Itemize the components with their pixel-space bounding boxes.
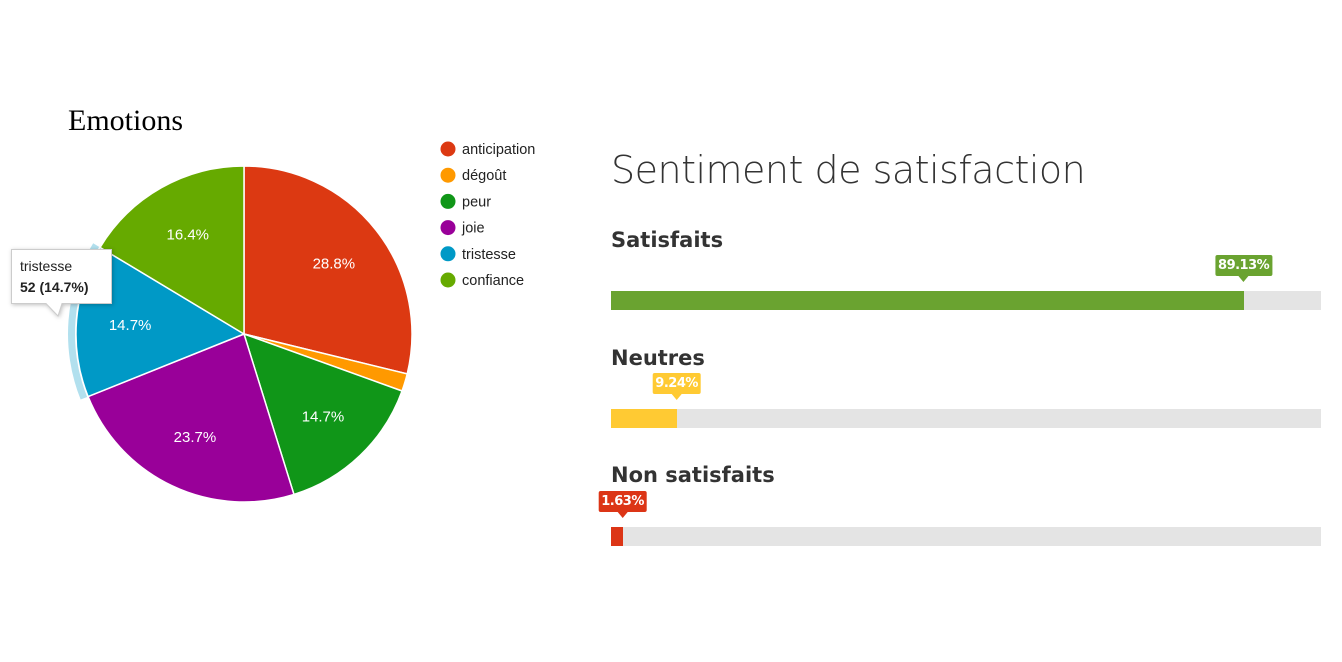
pie-slice-peur[interactable] [242,332,403,496]
legend-swatch [440,167,456,183]
legend-item-dégoût[interactable]: dégoût [462,168,506,184]
satisfaction-label: Non satisfaits [611,463,775,487]
tooltip: tristesse 52 (14.7%) [11,249,112,317]
legend-swatch [440,272,456,288]
satisfaction-label: Neutres [611,346,705,370]
legend-swatch [440,246,456,262]
slice-label: 23.7% [174,429,217,446]
slice-label: 14.7% [109,317,152,334]
slice-label: 16.4% [166,227,209,244]
legend-item-confiance[interactable]: confiance [462,273,524,289]
legend-swatch [440,220,456,236]
satisfaction-label: Satisfaits [611,228,724,252]
progress-track: 1.63% [598,491,1321,546]
slice-label: 14.7% [302,409,345,426]
pie-slice-confiance[interactable] [98,165,245,336]
legend-item-anticipation[interactable]: anticipation [462,142,535,158]
slice-label: 28.8% [313,255,356,272]
satisfaction-title: Sentiment de satisfaction [611,148,1086,192]
progress-track: 9.24% [611,373,1321,428]
tooltip-value: 52 (14.7%) [20,279,88,295]
progress-track: 89.13% [611,255,1321,310]
value-badge: 1.63% [598,491,647,518]
progress-fill [611,291,1244,310]
value-badge: 9.24% [652,373,701,400]
legend-item-joie[interactable]: joie [461,221,485,237]
pie-slice-anticipation[interactable] [243,165,413,375]
progress-fill [611,527,623,546]
pie-title: Emotions [68,104,183,137]
value-badge: 89.13% [1215,255,1273,282]
tooltip-category: tristesse [20,258,72,274]
legend-swatch [440,141,456,157]
emotions-pie-chart: Emotions 28.8% 14.7% 23.7% 14.7% 16.4% antic… [11,104,535,503]
progress-fill [611,409,677,428]
legend-item-tristesse[interactable]: tristesse [462,247,516,263]
legend-swatch [440,193,456,209]
legend-item-peur[interactable]: peur [462,194,491,210]
